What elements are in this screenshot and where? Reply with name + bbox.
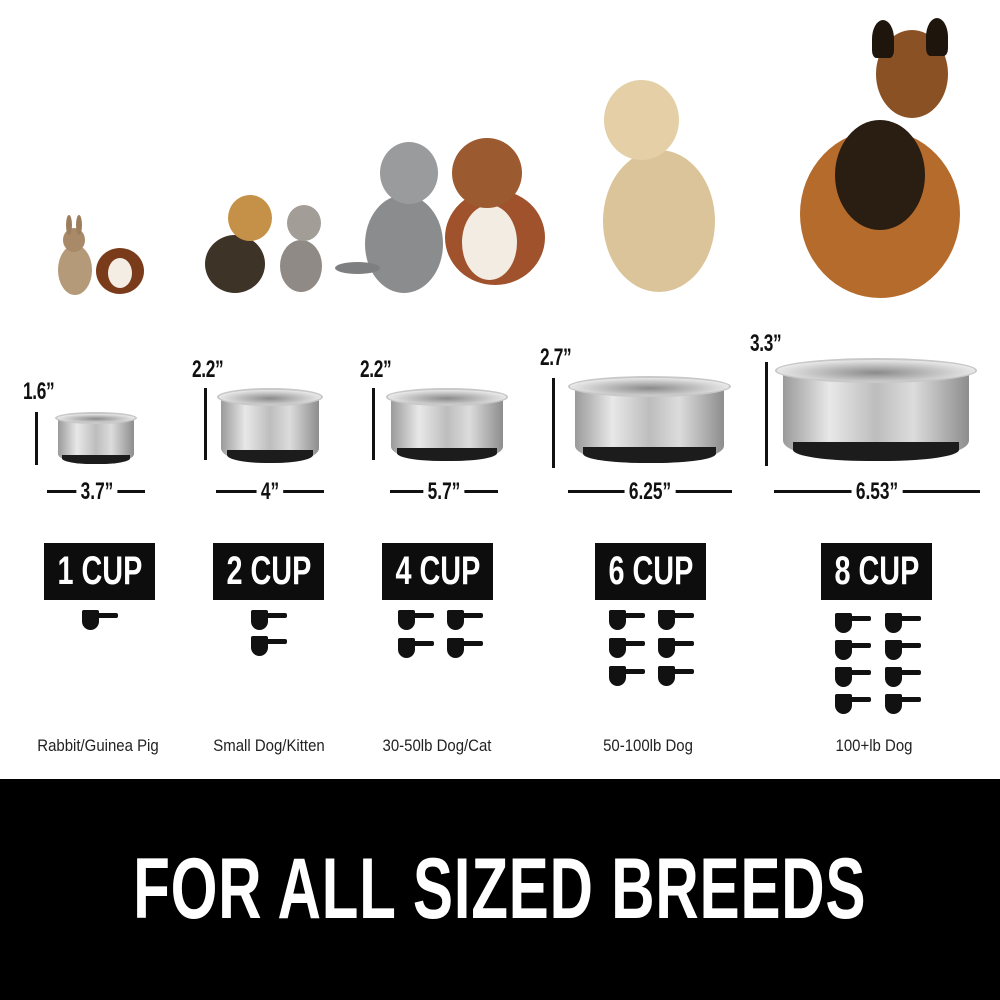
width-label: 6.53” [851, 478, 903, 506]
height-label: 1.6” [23, 378, 55, 405]
caption: 50-100lb Dog [603, 736, 693, 755]
measuring-cup-icon [609, 666, 645, 686]
measuring-cup-icon [885, 640, 921, 660]
bowl-image [55, 412, 137, 464]
measuring-cup-icon [398, 638, 434, 658]
width-label: 4” [256, 478, 284, 506]
height-indicator [35, 412, 38, 465]
caption: Rabbit/Guinea Pig [37, 736, 159, 755]
measuring-cup-icon [609, 610, 645, 630]
height-label: 3.3” [750, 330, 782, 357]
measuring-cup-icon [885, 613, 921, 633]
height-label: 2.7” [540, 344, 572, 371]
measuring-cup-icon [658, 666, 694, 686]
caption: 100+lb Dog [835, 736, 913, 755]
measuring-cup-icon [398, 610, 434, 630]
bowl-image [568, 376, 731, 463]
width-label: 6.25” [624, 478, 676, 506]
height-label: 2.2” [360, 356, 392, 383]
height-indicator [204, 388, 207, 460]
capacity-badge: 4 CUP [382, 543, 493, 600]
measuring-cup-icon [251, 636, 287, 656]
width-label: 5.7” [423, 478, 465, 506]
height-label: 2.2” [192, 356, 224, 383]
caption: 30-50lb Dog/Cat [382, 736, 492, 755]
measuring-cup-icon [835, 694, 871, 714]
bowl-image [217, 388, 323, 463]
banner: FOR ALL SIZED BREEDS [0, 779, 1000, 1000]
capacity-badge: 8 CUP [821, 543, 932, 600]
measuring-cup-icon [82, 610, 118, 630]
bowl-image [386, 388, 508, 461]
bowl-image [775, 358, 977, 461]
height-indicator [552, 378, 555, 468]
measuring-cup-icon [447, 638, 483, 658]
measuring-cup-icon [447, 610, 483, 630]
capacity-badge: 6 CUP [595, 543, 706, 600]
width-label: 3.7” [76, 478, 118, 506]
measuring-cup-icon [835, 640, 871, 660]
height-indicator [372, 388, 375, 460]
measuring-cup-icon [658, 638, 694, 658]
measuring-cup-icon [609, 638, 645, 658]
measuring-cup-icon [658, 610, 694, 630]
measuring-cup-icon [251, 610, 287, 630]
banner-text: FOR ALL SIZED BREEDS [133, 841, 867, 937]
measuring-cup-icon [885, 694, 921, 714]
measuring-cup-icon [835, 667, 871, 687]
measuring-cup-icon [835, 613, 871, 633]
measuring-cup-icon [885, 667, 921, 687]
capacity-badge: 1 CUP [44, 543, 155, 600]
capacity-badge: 2 CUP [213, 543, 324, 600]
caption: Small Dog/Kitten [213, 736, 325, 755]
height-indicator [765, 362, 768, 466]
